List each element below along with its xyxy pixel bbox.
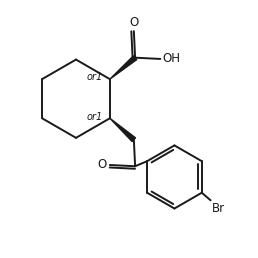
Text: O: O (129, 16, 139, 29)
Text: or1: or1 (86, 112, 103, 122)
Text: or1: or1 (86, 72, 103, 82)
Polygon shape (110, 118, 135, 142)
Text: Br: Br (212, 201, 225, 215)
Text: O: O (98, 158, 107, 172)
Text: OH: OH (162, 52, 180, 66)
Polygon shape (110, 56, 137, 79)
